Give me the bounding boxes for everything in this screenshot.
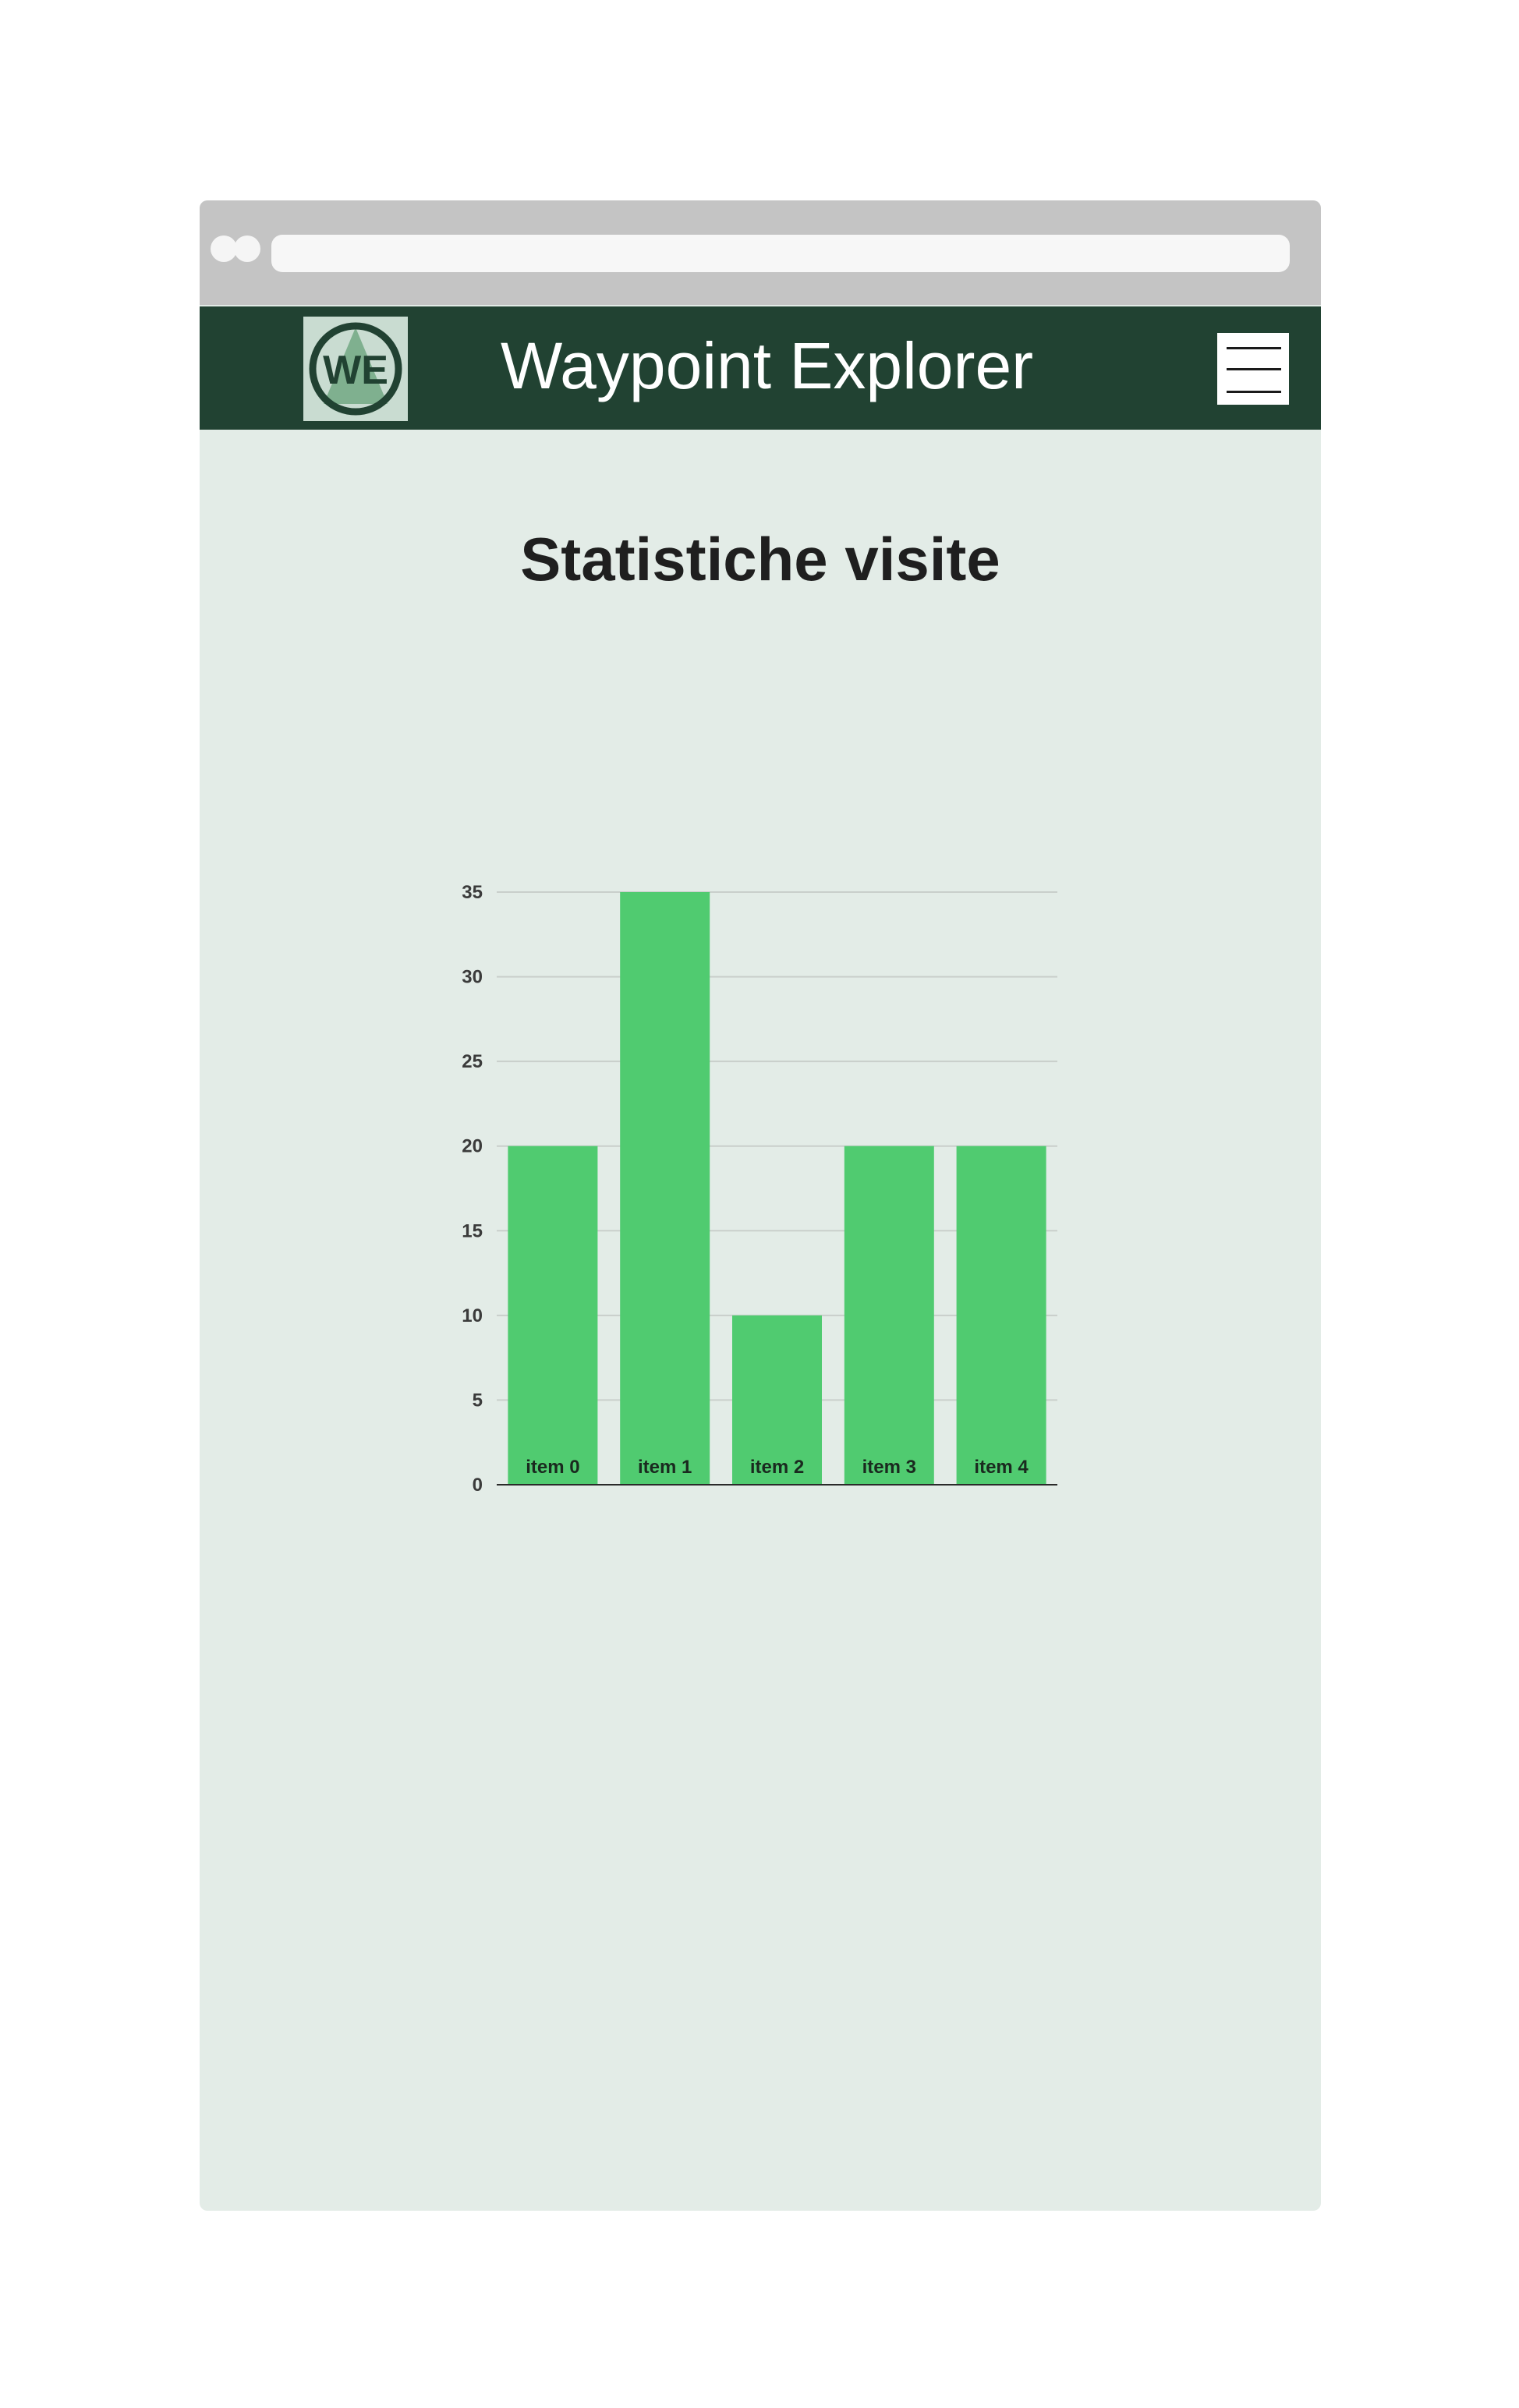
- y-tick-label: 0: [473, 1475, 483, 1496]
- address-bar[interactable]: [271, 235, 1290, 272]
- logo[interactable]: WE: [303, 317, 408, 421]
- page-title: Statistiche visite: [520, 525, 1000, 593]
- y-tick-label: 15: [462, 1220, 483, 1241]
- chart-bar: [844, 1146, 934, 1485]
- window-control-dot[interactable]: [234, 235, 260, 262]
- y-tick-label: 10: [462, 1305, 483, 1326]
- browser-window: WE Waypoint Explorer Statistiche visite …: [200, 200, 1321, 2211]
- app-header: WE Waypoint Explorer: [200, 306, 1321, 430]
- chart-bar: [620, 892, 710, 1485]
- bar-chart: 0 5 10 15 20 25 30 35 item 0 item 1 item 2 item 3 it…: [462, 882, 1057, 1496]
- app-title: Waypoint Explorer: [501, 329, 1034, 402]
- y-tick-label: 20: [462, 1136, 483, 1157]
- browser-chrome-bar: [200, 200, 1321, 305]
- logo-emblem-icon: WE: [309, 322, 402, 416]
- chart-bar: [508, 1146, 598, 1485]
- x-category-label: item 0: [526, 1457, 579, 1478]
- menu-line: [1227, 347, 1281, 349]
- y-tick-label: 30: [462, 967, 483, 988]
- window-control-dot[interactable]: [211, 235, 237, 262]
- y-tick-label: 5: [473, 1390, 483, 1411]
- x-category-label: item 1: [638, 1457, 692, 1478]
- x-category-label: item 3: [862, 1457, 916, 1478]
- chart-bar: [732, 1315, 822, 1485]
- x-category-label: item 2: [750, 1457, 804, 1478]
- y-tick-label: 35: [462, 882, 483, 903]
- chart-bar: [956, 1146, 1046, 1485]
- menu-line: [1227, 368, 1281, 370]
- logo-text: WE: [323, 348, 388, 393]
- x-category-label: item 4: [974, 1457, 1029, 1478]
- hamburger-menu-button[interactable]: [1216, 331, 1291, 406]
- menu-line: [1227, 391, 1281, 393]
- y-tick-label: 25: [462, 1051, 483, 1072]
